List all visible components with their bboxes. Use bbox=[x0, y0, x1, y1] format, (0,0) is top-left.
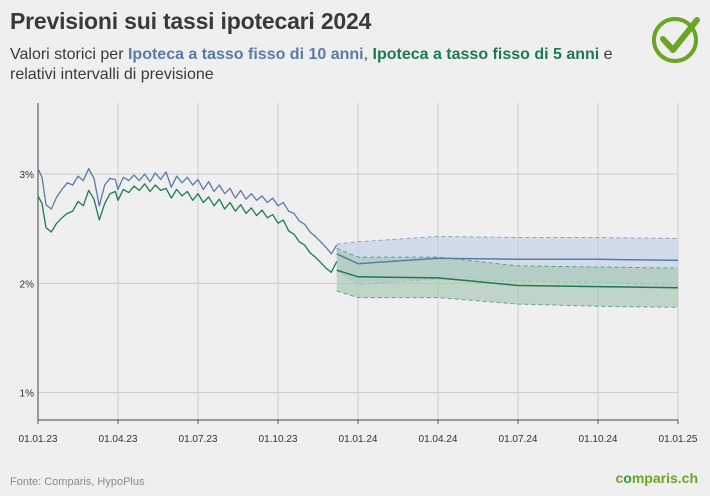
x-tick-label: 01.01.24 bbox=[339, 434, 378, 445]
x-tick-label: 01.07.23 bbox=[179, 434, 218, 445]
x-tick-label: 01.10.23 bbox=[259, 434, 298, 445]
subtitle-separator: , bbox=[363, 46, 373, 63]
x-tick-label: 01.01.23 bbox=[19, 434, 58, 445]
brand-c: c bbox=[615, 470, 624, 486]
x-tick-label: 01.07.24 bbox=[499, 434, 538, 445]
y-tick-label: 2% bbox=[20, 279, 35, 290]
source-note: Fonte: Comparis, HypoPlus bbox=[10, 476, 145, 488]
forecast-line-10y bbox=[336, 253, 679, 265]
legend-10y-label: Ipoteca a tasso fisso di 10 anni bbox=[127, 46, 364, 63]
subtitle-prefix: Valori storici per bbox=[10, 46, 128, 63]
x-tick-label: 01.01.25 bbox=[659, 434, 698, 445]
rate-forecast-chart: 01.01.23 01.04.23 01.07.23 01.10.23 01.01.24… bbox=[19, 103, 698, 445]
y-tick-label: 3% bbox=[20, 170, 35, 181]
x-tick-label: 01.04.23 bbox=[99, 434, 138, 445]
forecast-lower-bound bbox=[336, 290, 679, 308]
forecast-upper-bound bbox=[336, 235, 679, 245]
checkmark-logo-icon bbox=[652, 17, 700, 63]
historical-line-10y bbox=[37, 167, 338, 255]
forecast-line-5y bbox=[336, 269, 679, 289]
x-tick-label: 01.10.24 bbox=[579, 434, 618, 445]
brand-logo: comparis.ch bbox=[616, 470, 699, 486]
brand-rest: mparis.ch bbox=[631, 470, 698, 486]
chart-title: Previsioni sui tassi ipotecari 2024 bbox=[10, 8, 372, 34]
chart-subtitle: Valori storici per Ipoteca a tasso fisso… bbox=[10, 45, 650, 85]
forecast-upper-bound bbox=[336, 247, 679, 269]
forecast-band-5y bbox=[336, 248, 678, 308]
x-tick-label: 01.04.24 bbox=[419, 434, 458, 445]
legend-5y-label: Ipoteca a tasso fisso di 5 anni bbox=[372, 46, 600, 63]
y-tick-label: 1% bbox=[20, 389, 35, 400]
brand-o: o bbox=[623, 470, 632, 486]
historical-line-5y bbox=[37, 183, 338, 274]
subtitle-suffix: e relativi intervalli di previsione bbox=[10, 46, 613, 83]
